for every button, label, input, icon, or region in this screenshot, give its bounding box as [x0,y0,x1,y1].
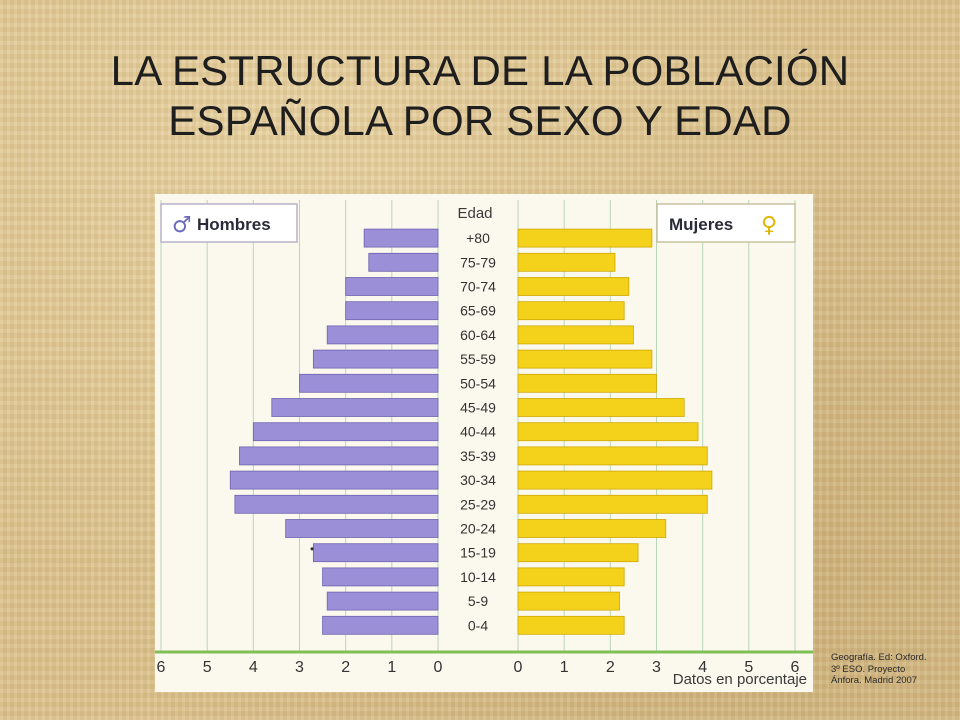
age-group-label: 40-44 [460,424,496,440]
legend-hombres-box [160,203,298,243]
bar-mujeres [517,228,653,248]
age-group-label: 0-4 [468,617,488,633]
bar-hombres [322,567,439,587]
age-group-label: 55-59 [460,351,496,367]
age-group-label: 20-24 [460,521,496,537]
bar-hombres [285,519,439,538]
bar-mujeres [517,422,699,442]
bar-mujeres [517,543,639,563]
bar-hombres [252,422,439,442]
bar-mujeres [517,301,625,321]
x-tick-label-left: 0 [434,659,443,676]
bar-mujeres [517,349,653,369]
bar-hombres [363,228,439,248]
bar-mujeres [517,277,630,296]
bar-hombres [271,398,439,417]
x-tick-label-right: 4 [698,659,707,676]
age-group-label: 60-64 [460,327,496,343]
age-group-label: 65-69 [460,303,496,319]
bar-hombres [368,252,439,272]
bar-mujeres [517,446,708,466]
age-axis-label: Edad [457,205,492,222]
x-tick-label-left: 2 [341,659,350,676]
x-tick-label-right: 3 [652,659,661,676]
age-group-label: 15-19 [460,545,496,561]
bar-mujeres [517,615,625,635]
age-group-label: 5-9 [468,593,488,609]
age-group-label: 70-74 [460,279,496,295]
bar-hombres [345,277,439,296]
bar-hombres [299,373,439,393]
x-tick-label-left: 1 [387,659,396,676]
slide-title: LA ESTRUCTURA DE LA POBLACIÓN ESPAÑOLA P… [0,46,960,146]
bar-hombres [326,591,439,611]
chart-background [155,194,813,692]
population-pyramid-figure: +80 75-79 70-74 65-69 60-64 55-59 50-54 45-49 40… [155,194,813,692]
population-pyramid-chart: +8075-7970-7465-6960-6455-5950-5445-4940… [155,194,813,692]
bar-mujeres [517,398,685,417]
credit-line-3: Ánfora. Madrid 2007 [831,675,918,686]
bar-mujeres [517,591,620,611]
age-group-label: 10-14 [460,569,496,585]
legend-mujeres-label: Mujeres [669,215,733,234]
bar-mujeres [517,519,667,538]
x-tick-label-right: 0 [514,659,523,676]
x-tick-label-right: 2 [606,659,615,676]
legend-hombres: ♂ Hombres [160,203,298,243]
bar-hombres [229,470,439,490]
bar-hombres [234,494,439,514]
bar-mujeres [517,470,713,490]
age-group-label: 75-79 [460,254,496,270]
bar-mujeres [517,325,634,345]
bars [229,228,713,635]
x-tick-label-left: 3 [295,659,304,676]
bar-hombres [326,325,439,345]
x-axis-title: Datos en porcentaje [673,671,807,688]
axes: 6 5 4 3 2 1 0 0 1 2 3 4 5 6 [155,650,813,676]
bar-mujeres [517,494,708,514]
x-tick-label-left: 4 [249,659,258,676]
legend-mujeres: Mujeres ♀ [656,203,796,243]
bar-mujeres [517,567,625,587]
age-group-label: 45-49 [460,400,496,416]
legend-mujeres-box [656,203,796,243]
female-symbol-icon: ♀ [761,213,777,238]
annotation-dot: • [310,542,314,556]
age-group-label: 50-54 [460,375,496,391]
legend-hombres-label: Hombres [197,215,271,234]
x-tick-label-right: 6 [791,659,800,676]
credit-line-1: Geografía. Ed: Oxford. [831,652,927,663]
male-symbol-icon: ♂ [172,213,192,238]
source-credit: Geografía. Ed: Oxford. 3º ESO. Proyecto … [831,652,951,687]
x-tick-label-right: 5 [744,659,753,676]
credit-line-2: 3º ESO. Proyecto [831,663,906,675]
title-line-1: LA ESTRUCTURA DE LA POBLACIÓN [110,47,850,94]
age-labels: +80 75-79 70-74 65-69 60-64 55-59 50-54 45-49 40… [460,230,496,633]
bar-mujeres [517,373,657,393]
age-group-label: +80 [466,230,490,246]
x-tick-label-left: 6 [157,659,166,676]
bar-hombres [312,543,439,563]
age-group-label: 25-29 [460,496,496,512]
bar-mujeres [517,252,616,272]
bar-hombres [345,301,439,321]
bar-hombres [239,446,439,466]
age-group-label: 30-34 [460,472,496,488]
age-group-label: 35-39 [460,448,496,464]
x-tick-label-right: 1 [560,659,569,676]
x-tick-label-left: 5 [203,659,212,676]
bar-hombres [322,615,439,635]
bar-hombres [312,349,439,369]
title-line-2: ESPAÑOLA POR SEXO Y EDAD [168,97,792,144]
